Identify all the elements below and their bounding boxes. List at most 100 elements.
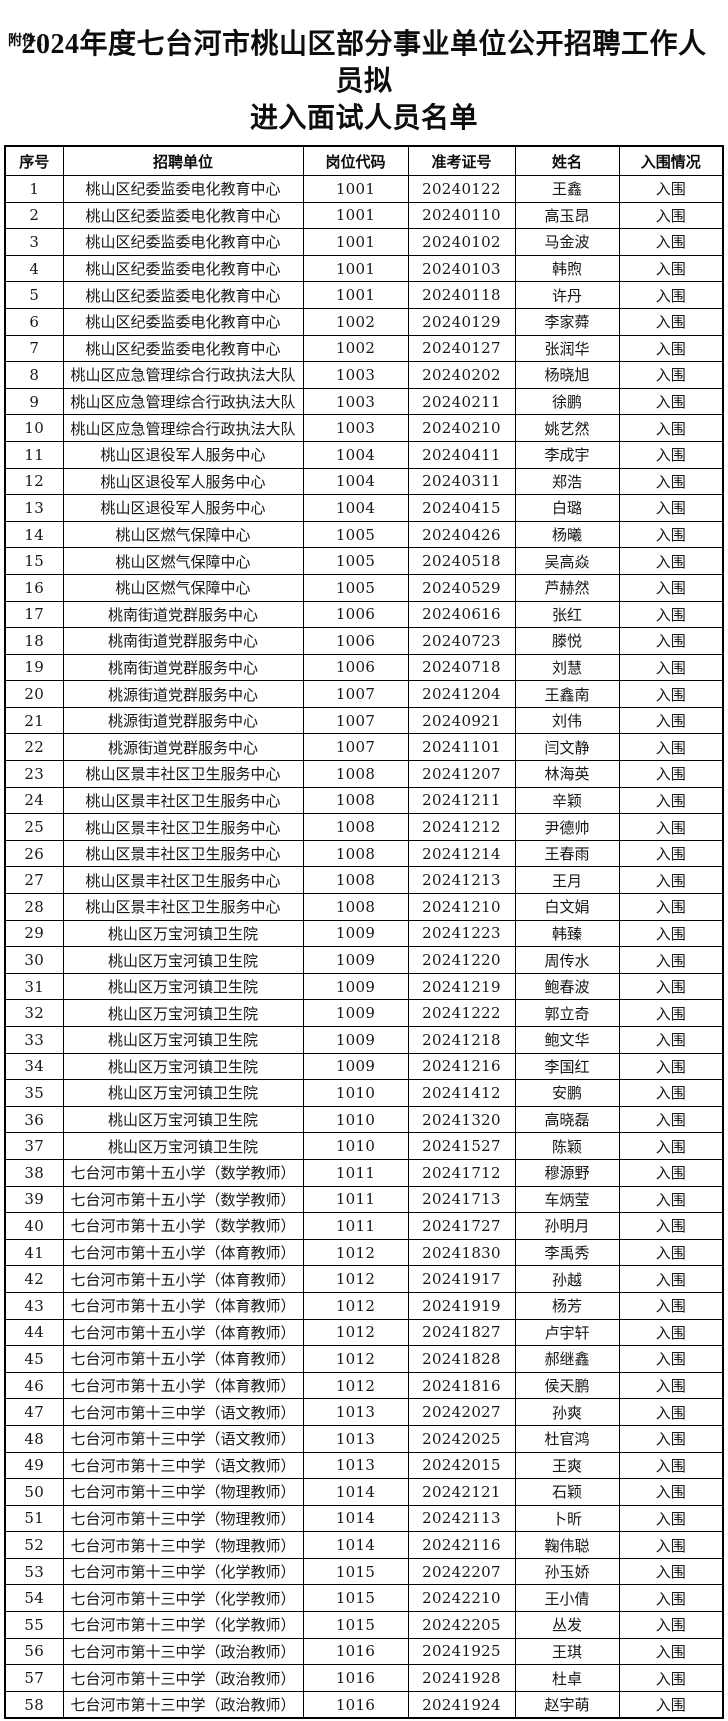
- cell-status: 入围: [618, 228, 724, 256]
- cell-unit: 七台河市第十五小学（体育教师）: [62, 1318, 304, 1347]
- cell-name: 高玉昂: [514, 201, 620, 230]
- table-row: 15 桃山区燃气保障中心 1005 20240518 吴高焱 入围: [4, 547, 724, 575]
- cell-status: 入围: [618, 1637, 724, 1666]
- cell-exam-number: 20241830: [407, 1238, 516, 1267]
- cell-position-code: 1015: [302, 1584, 409, 1613]
- cell-position-code: 1010: [302, 1105, 409, 1134]
- cell-unit: 七台河市第十五小学（体育教师）: [62, 1371, 304, 1400]
- cell-exam-number: 20241928: [407, 1664, 516, 1692]
- cell-name: 鞠伟聪: [514, 1531, 620, 1559]
- cell-exam-number: 20240411: [407, 440, 516, 469]
- table-row: 7 桃山区纪委监委电化教育中心 1002 20240127 张润华 入围: [4, 334, 724, 363]
- cell-unit: 桃山区纪委监委电化教育中心: [62, 201, 304, 230]
- cell-seq: 52: [4, 1531, 64, 1559]
- cell-status: 入围: [618, 813, 724, 841]
- table-row: 24 桃山区景丰社区卫生服务中心 1008 20241211 辛颖 入围: [4, 786, 724, 815]
- table-row: 41 七台河市第十五小学（体育教师） 1012 20241830 李禹秀 入围: [4, 1238, 724, 1267]
- cell-name: 孙爽: [514, 1398, 620, 1426]
- cell-exam-number: 20240616: [407, 600, 516, 629]
- table-row: 53 七台河市第十三中学（化学教师） 1015 20242207 孙玉娇 入围: [4, 1557, 724, 1586]
- cell-unit: 桃山区燃气保障中心: [62, 573, 304, 602]
- cell-seq: 28: [4, 893, 64, 921]
- cell-seq: 15: [4, 547, 64, 575]
- cell-name: 郝继鑫: [514, 1345, 620, 1373]
- cell-exam-number: 20241223: [407, 919, 516, 948]
- cell-exam-number: 20240118: [407, 281, 516, 309]
- cell-position-code: 1007: [302, 733, 409, 762]
- cell-status: 入围: [618, 1212, 724, 1240]
- cell-unit: 桃山区景丰社区卫生服务中心: [62, 839, 304, 868]
- cell-name: 李国红: [514, 1052, 620, 1081]
- cell-unit: 七台河市第十五小学（体育教师）: [62, 1291, 304, 1320]
- table-row: 17 桃南街道党群服务中心 1006 20240616 张红 入围: [4, 600, 724, 629]
- cell-seq: 3: [4, 228, 64, 256]
- header-ticket: 准考证号: [407, 145, 516, 176]
- cell-exam-number: 20241220: [407, 946, 516, 974]
- cell-position-code: 1008: [302, 866, 409, 895]
- cell-unit: 桃山区纪委监委电化教育中心: [62, 307, 304, 336]
- cell-seq: 32: [4, 999, 64, 1027]
- cell-unit: 桃山区景丰社区卫生服务中心: [62, 866, 304, 895]
- cell-name: 李禹秀: [514, 1238, 620, 1267]
- cell-exam-number: 20240122: [407, 175, 516, 203]
- cell-unit: 桃山区应急管理综合行政执法大队: [62, 387, 304, 416]
- cell-name: 张红: [514, 600, 620, 629]
- cell-position-code: 1003: [302, 414, 409, 442]
- cell-name: 王春雨: [514, 839, 620, 868]
- cell-exam-number: 20241527: [407, 1132, 516, 1160]
- cell-exam-number: 20241101: [407, 733, 516, 762]
- cell-position-code: 1005: [302, 573, 409, 602]
- cell-unit: 桃山区退役军人服务中心: [62, 494, 304, 522]
- cell-exam-number: 20242121: [407, 1478, 516, 1506]
- cell-status: 入围: [618, 1265, 724, 1293]
- cell-name: 王鑫南: [514, 680, 620, 708]
- cell-exam-number: 20240529: [407, 573, 516, 602]
- table-row: 49 七台河市第十三中学（语文教师） 1013 20242015 王爽 入围: [4, 1451, 724, 1480]
- cell-status: 入围: [618, 1557, 724, 1586]
- cell-unit: 七台河市第十三中学（化学教师）: [62, 1557, 304, 1586]
- cell-position-code: 1001: [302, 228, 409, 256]
- cell-exam-number: 20241216: [407, 1052, 516, 1081]
- table-row: 1 桃山区纪委监委电化教育中心 1001 20240122 王鑫 入围: [4, 175, 724, 203]
- cell-unit: 桃山区退役军人服务中心: [62, 440, 304, 469]
- cell-position-code: 1005: [302, 547, 409, 575]
- cell-exam-number: 20240426: [407, 520, 516, 549]
- table-row: 44 七台河市第十五小学（体育教师） 1012 20241827 卢宇轩 入围: [4, 1318, 724, 1347]
- cell-exam-number: 20241222: [407, 999, 516, 1027]
- table-row: 13 桃山区退役军人服务中心 1004 20240415 白璐 入围: [4, 494, 724, 522]
- cell-status: 入围: [618, 494, 724, 522]
- cell-name: 李家蕣: [514, 307, 620, 336]
- cell-status: 入围: [618, 786, 724, 815]
- cell-unit: 七台河市第十五小学（体育教师）: [62, 1265, 304, 1293]
- cell-exam-number: 20241211: [407, 786, 516, 815]
- cell-status: 入围: [618, 893, 724, 921]
- cell-exam-number: 20242015: [407, 1451, 516, 1480]
- cell-position-code: 1012: [302, 1371, 409, 1400]
- cell-seq: 35: [4, 1079, 64, 1107]
- cell-position-code: 1009: [302, 1052, 409, 1081]
- cell-position-code: 1001: [302, 281, 409, 309]
- cell-position-code: 1008: [302, 813, 409, 841]
- cell-exam-number: 20242113: [407, 1504, 516, 1533]
- header-name: 姓名: [514, 145, 620, 176]
- cell-status: 入围: [618, 201, 724, 230]
- cell-position-code: 1007: [302, 706, 409, 735]
- cell-exam-number: 20241917: [407, 1265, 516, 1293]
- cell-position-code: 1003: [302, 387, 409, 416]
- cell-position-code: 1013: [302, 1424, 409, 1453]
- cell-exam-number: 20240129: [407, 307, 516, 336]
- cell-unit: 桃山区景丰社区卫生服务中心: [62, 813, 304, 841]
- cell-unit: 七台河市第十三中学（政治教师）: [62, 1664, 304, 1692]
- cell-seq: 36: [4, 1105, 64, 1134]
- cell-seq: 53: [4, 1557, 64, 1586]
- cell-unit: 七台河市第十三中学（物理教师）: [62, 1504, 304, 1533]
- cell-seq: 30: [4, 946, 64, 974]
- table-row: 25 桃山区景丰社区卫生服务中心 1008 20241212 尹德帅 入围: [4, 813, 724, 841]
- cell-name: 张润华: [514, 334, 620, 363]
- cell-name: 辛颖: [514, 786, 620, 815]
- table-row: 42 七台河市第十五小学（体育教师） 1012 20241917 孙越 入围: [4, 1265, 724, 1293]
- cell-unit: 七台河市第十五小学（数学教师）: [62, 1158, 304, 1187]
- cell-unit: 七台河市第十三中学（政治教师）: [62, 1690, 304, 1719]
- cell-seq: 16: [4, 573, 64, 602]
- table-row: 5 桃山区纪委监委电化教育中心 1001 20240118 许丹 入围: [4, 281, 724, 309]
